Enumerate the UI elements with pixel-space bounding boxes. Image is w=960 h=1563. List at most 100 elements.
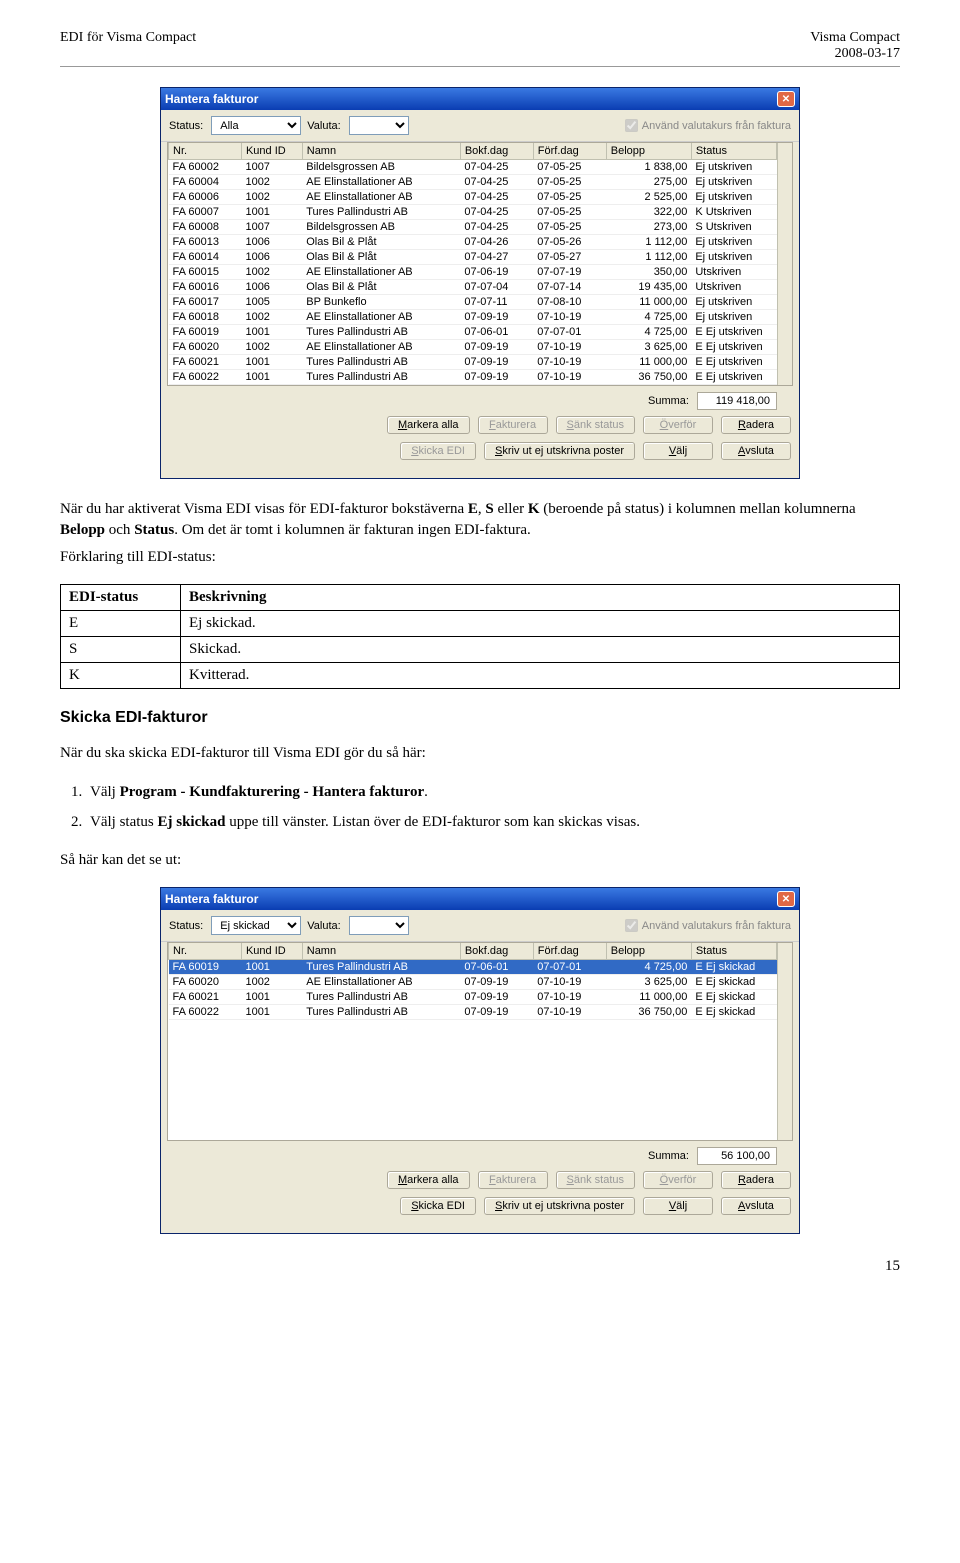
table-row[interactable]: FA 600161006Olas Bil & Plåt07-07-0407-07… [169,280,777,295]
edi-status-table: EDI-status Beskrivning EEj skickad.SSkic… [60,584,900,689]
invoice-grid: Nr.Kund IDNamnBokf.dagFörf.dagBeloppStat… [167,942,793,1141]
table-row[interactable]: FA 600151002AE Elinstallationer AB07-06-… [169,265,777,280]
fakturera-button[interactable]: Fakturera [478,416,548,434]
col-header[interactable]: Belopp [606,943,691,960]
s-nk-status-button[interactable]: Sänk status [556,1171,635,1189]
valuta-select[interactable] [349,116,409,135]
header-right-1: Visma Compact [810,30,900,46]
skicka-edi-button[interactable]: Skicka EDI [400,442,476,460]
table-row[interactable]: FA 600021007Bildelsgrossen AB07-04-2507-… [169,160,777,175]
skriv-ut-ej-utskrivna-poster-button[interactable]: Skriv ut ej utskrivna poster [484,1197,635,1215]
window-title: Hantera fakturor [165,92,258,106]
valuta-label: Valuta: [307,920,340,932]
col-header[interactable]: Status [691,143,776,160]
button-row-2: Skicka EDI Skriv ut ej utskrivna poster Vä… [161,438,799,464]
button-row-1: Markera alla Fakturera Sänk status Överför R… [161,412,799,438]
table-row[interactable]: FA 600211001Tures Pallindustri AB07-09-1… [169,355,777,370]
close-icon[interactable]: ✕ [777,91,795,107]
window-title: Hantera fakturor [165,892,258,906]
use-rate-check [625,919,638,932]
radera-button[interactable]: Radera [721,416,791,434]
scrollbar[interactable] [777,143,792,385]
avsluta-button[interactable]: Avsluta [721,442,791,460]
header-right-2: 2008-03-17 [810,46,900,62]
skriv-ut-ej-utskrivna-poster-button[interactable]: Skriv ut ej utskrivna poster [484,442,635,460]
status-select[interactable]: Alla [211,116,301,135]
hantera-fakturor-window-2: Hantera fakturor ✕ Status: Ej skickad Va… [160,887,800,1234]
close-icon[interactable]: ✕ [777,891,795,907]
table-row[interactable]: FA 600221001Tures Pallindustri AB07-09-1… [169,370,777,385]
table-row[interactable]: FA 600171005BP Bunkeflo07-07-1107-08-101… [169,295,777,310]
avsluta-button[interactable]: Avsluta [721,1197,791,1215]
table-row[interactable]: FA 600071001Tures Pallindustri AB07-04-2… [169,205,777,220]
s-nk-status-button[interactable]: Sänk status [556,416,635,434]
-verf-r-button[interactable]: Överför [643,1171,713,1189]
body-paragraph-3: När du ska skicka EDI-fakturor till Vism… [60,743,900,764]
body-paragraph-1: När du har aktiverat Visma EDI visas för… [60,499,900,568]
page-number: 15 [60,1258,900,1275]
fakturera-button[interactable]: Fakturera [478,1171,548,1189]
page-header: EDI för Visma Compact Visma Compact 2008… [60,30,900,67]
toolbar: Status: Alla Valuta: Använd valutakurs f… [161,110,799,142]
markera-alla-button[interactable]: Markera alla [387,416,470,434]
table-row[interactable]: FA 600211001Tures Pallindustri AB07-09-1… [169,990,777,1005]
col-header[interactable]: Nr. [169,943,242,960]
summa-row: Summa: 56 100,00 [161,1141,799,1167]
button-row-1: Markera alla Fakturera Sänk status Överför R… [161,1167,799,1193]
markera-alla-button[interactable]: Markera alla [387,1171,470,1189]
skicka-edi-button[interactable]: Skicka EDI [400,1197,476,1215]
table-row[interactable]: FA 600191001Tures Pallindustri AB07-06-0… [169,960,777,975]
button-row-2: Skicka EDI Skriv ut ej utskrivna poster Vä… [161,1193,799,1219]
scrollbar[interactable] [777,943,792,1140]
toolbar: Status: Ej skickad Valuta: Använd valuta… [161,910,799,942]
table-row[interactable]: FA 600141006Olas Bil & Plåt07-04-2707-05… [169,250,777,265]
invoice-grid: Nr.Kund IDNamnBokf.dagFörf.dagBeloppStat… [167,142,793,386]
status-select[interactable]: Ej skickad [211,916,301,935]
col-header[interactable]: Kund ID [241,943,302,960]
col-header[interactable]: Status [691,943,776,960]
body-paragraph-4: Så här kan det se ut: [60,850,900,871]
use-rate-checkbox: Använd valutakurs från faktura [625,119,791,132]
col-header[interactable]: Förf.dag [533,943,606,960]
steps-list: Välj Program - Kundfakturering - Hantera… [86,780,900,834]
status-label: Status: [169,920,203,932]
step-1: Välj Program - Kundfakturering - Hantera… [86,780,900,804]
col-header[interactable]: Belopp [606,143,691,160]
col-header[interactable]: Bokf.dag [460,943,533,960]
table-row[interactable]: FA 600061002AE Elinstallationer AB07-04-… [169,190,777,205]
window-titlebar: Hantera fakturor ✕ [161,88,799,110]
col-header[interactable]: Kund ID [241,143,302,160]
col-header[interactable]: Nr. [169,143,242,160]
hantera-fakturor-window-1: Hantera fakturor ✕ Status: Alla Valuta: … [160,87,800,479]
table-row[interactable]: FA 600131006Olas Bil & Plåt07-04-2607-05… [169,235,777,250]
col-header[interactable]: Bokf.dag [460,143,533,160]
summa-row: Summa: 119 418,00 [161,386,799,412]
def-head-2: Beskrivning [181,585,900,611]
table-row[interactable]: FA 600201002AE Elinstallationer AB07-09-… [169,340,777,355]
table-row[interactable]: FA 600191001Tures Pallindustri AB07-06-0… [169,325,777,340]
table-row[interactable]: FA 600221001Tures Pallindustri AB07-09-1… [169,1005,777,1020]
col-header[interactable]: Namn [302,943,460,960]
summa-label: Summa: [648,395,689,407]
def-row: EEj skickad. [61,611,900,637]
v-lj-button[interactable]: Välj [643,1197,713,1215]
summa-value: 56 100,00 [697,1147,777,1165]
v-lj-button[interactable]: Välj [643,442,713,460]
def-head-1: EDI-status [61,585,181,611]
header-left: EDI för Visma Compact [60,30,196,62]
col-header[interactable]: Förf.dag [533,143,606,160]
valuta-label: Valuta: [307,120,340,132]
status-label: Status: [169,120,203,132]
def-row: KKvitterad. [61,663,900,689]
table-row[interactable]: FA 600041002AE Elinstallationer AB07-04-… [169,175,777,190]
table-row[interactable]: FA 600081007Bildelsgrossen AB07-04-2507-… [169,220,777,235]
use-rate-checkbox: Använd valutakurs från faktura [625,919,791,932]
summa-value: 119 418,00 [697,392,777,410]
table-row[interactable]: FA 600181002AE Elinstallationer AB07-09-… [169,310,777,325]
radera-button[interactable]: Radera [721,1171,791,1189]
-verf-r-button[interactable]: Överför [643,416,713,434]
def-row: SSkickad. [61,637,900,663]
table-row[interactable]: FA 600201002AE Elinstallationer AB07-09-… [169,975,777,990]
col-header[interactable]: Namn [302,143,460,160]
valuta-select[interactable] [349,916,409,935]
